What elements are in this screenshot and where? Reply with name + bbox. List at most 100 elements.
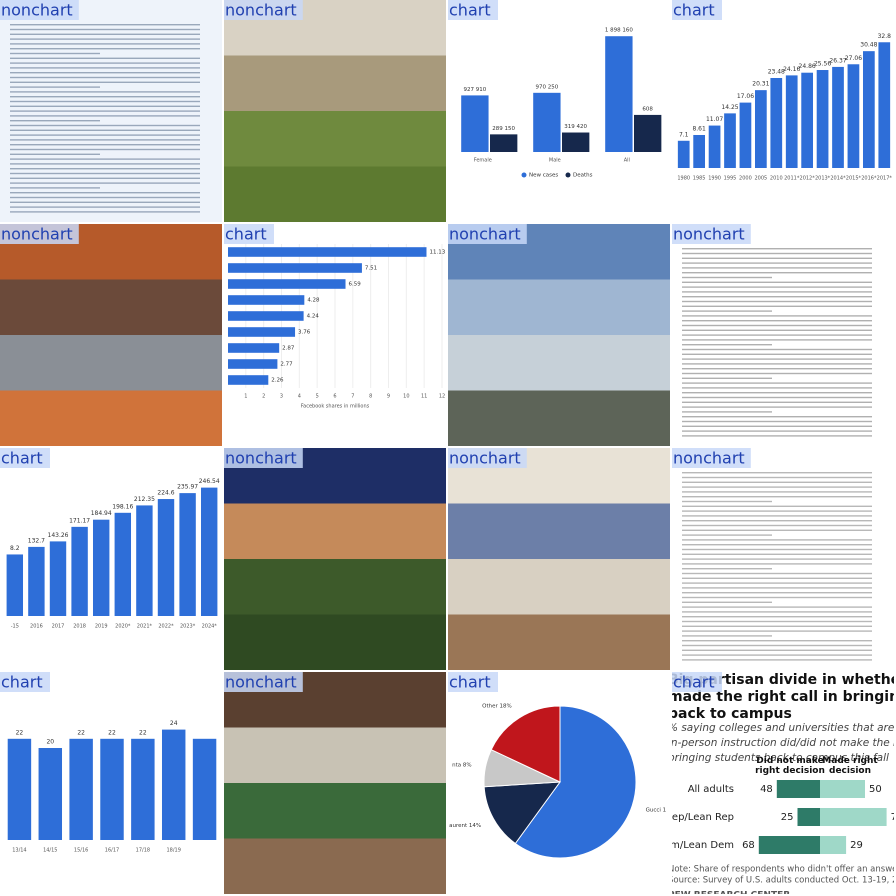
bar xyxy=(92,519,110,616)
scene-band xyxy=(224,727,446,784)
text-line xyxy=(10,115,200,117)
scene-band xyxy=(448,390,670,446)
text-line xyxy=(10,67,200,69)
bar xyxy=(179,493,196,616)
column-header: Made right decision xyxy=(822,756,877,776)
value-label: 970 250 xyxy=(536,84,559,90)
tile: nonchart xyxy=(672,224,894,446)
text-line xyxy=(682,435,872,437)
value-label: 14.25 xyxy=(721,104,738,111)
x-tick-label: All xyxy=(624,158,630,164)
value-label: 25.56 xyxy=(814,61,831,68)
text-line xyxy=(682,296,872,298)
slice-label: Other 18% xyxy=(482,704,512,710)
text-line xyxy=(10,206,200,208)
value-label: 30.48 xyxy=(860,42,877,49)
tag-bg xyxy=(672,0,722,20)
row-label: All adults xyxy=(688,784,734,795)
value-label: 8.61 xyxy=(692,125,706,132)
text-line xyxy=(682,305,872,307)
value-label: 184.94 xyxy=(91,510,112,517)
text-line xyxy=(682,252,872,255)
value-label: 20.31 xyxy=(752,81,769,88)
text-line xyxy=(10,62,200,64)
text-line xyxy=(682,640,872,642)
x-tick-label: 16/17 xyxy=(105,848,119,854)
text-line xyxy=(682,401,872,403)
value-label: 235.97 xyxy=(177,484,198,491)
text-line xyxy=(682,310,772,312)
bar xyxy=(228,295,305,305)
text-line xyxy=(10,48,200,50)
text-line xyxy=(682,500,772,503)
text-line xyxy=(682,529,872,531)
x-tick-label: 15/16 xyxy=(74,848,88,854)
text-line xyxy=(682,476,872,479)
text-line xyxy=(682,515,872,517)
bar xyxy=(490,134,518,152)
text-line xyxy=(10,201,200,203)
value-label: 22 xyxy=(16,729,24,736)
bar xyxy=(677,140,690,168)
legend-label: Deaths xyxy=(573,173,593,179)
value-label: 24.16 xyxy=(783,66,800,73)
x-tick-label: 5 xyxy=(316,394,319,400)
tile: 7.1 1980 8.61 1985 11.07 1990 14.25 1995 17.06 20… xyxy=(672,0,894,222)
text-line xyxy=(682,353,872,355)
text-line xyxy=(10,192,200,194)
text-line xyxy=(682,358,872,360)
bar xyxy=(533,92,561,152)
x-tick-label: 3 xyxy=(280,394,283,400)
value-label: 74 xyxy=(891,812,896,823)
text-line xyxy=(682,553,872,555)
value-label: 4.28 xyxy=(307,298,320,304)
text-line xyxy=(682,520,872,522)
value-label: 608 xyxy=(642,106,653,112)
value-label: 17.06 xyxy=(737,93,754,100)
column-header-text: Did not make right decision xyxy=(755,756,825,776)
legend-swatch xyxy=(565,172,571,178)
value-label: 68 xyxy=(742,840,755,851)
row-label: Dem/Lean Dem xyxy=(656,840,734,851)
bar xyxy=(776,780,820,798)
text-line xyxy=(10,38,200,40)
text-line xyxy=(682,534,772,536)
text-line xyxy=(682,257,872,259)
text-line xyxy=(10,153,100,155)
value-label: 22 xyxy=(77,729,85,736)
text-line xyxy=(682,348,872,351)
tile: 8.2 -15 132.7 2016 143.26 2017 171.17 2018 184.9… xyxy=(0,448,222,670)
x-tick-label: 18/19 xyxy=(167,848,181,854)
scene-band xyxy=(448,614,670,670)
tag-label: nonchart xyxy=(225,673,297,692)
text-line xyxy=(10,86,100,88)
text-line xyxy=(10,96,200,98)
bar xyxy=(131,738,155,840)
bar xyxy=(758,836,820,854)
legend-swatch xyxy=(521,172,527,178)
bar xyxy=(192,738,217,840)
x-tick-label: -15 xyxy=(11,624,19,630)
scene-band xyxy=(224,614,446,670)
value-label: 7.51 xyxy=(365,266,377,272)
x-tick-label: 2012* xyxy=(800,176,816,182)
tag-bg xyxy=(224,224,274,244)
value-label: 24 xyxy=(170,720,178,727)
text-line xyxy=(682,344,772,346)
x-tick-label: 2 xyxy=(262,394,265,400)
bar xyxy=(161,729,186,840)
bar xyxy=(847,64,860,168)
text-line xyxy=(10,158,200,160)
text-line xyxy=(10,91,200,93)
text-line xyxy=(10,148,200,151)
tag-label: nonchart xyxy=(449,449,521,468)
value-label: 1 898 160 xyxy=(605,28,633,34)
text-line xyxy=(10,163,200,165)
value-label: 20 xyxy=(46,739,54,746)
tag-bg xyxy=(672,224,751,244)
scene-band xyxy=(448,559,670,616)
text-line xyxy=(682,601,772,603)
bar xyxy=(228,327,296,337)
text-line xyxy=(10,211,200,213)
text-line xyxy=(682,654,872,656)
